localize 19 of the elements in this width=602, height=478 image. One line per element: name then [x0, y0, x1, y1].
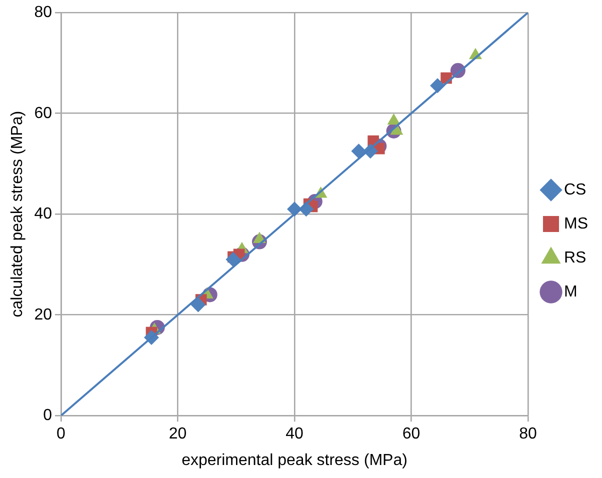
- x-tick-label: 40: [286, 426, 304, 443]
- y-tick-label: 40: [34, 206, 52, 223]
- point: [190, 297, 206, 312]
- y-tick-label: 60: [34, 104, 52, 122]
- point: [226, 252, 241, 267]
- y-tick-label: 0: [43, 407, 52, 424]
- point: [351, 144, 366, 159]
- legend-label: RS: [564, 249, 586, 266]
- y-tick-label: 20: [34, 306, 52, 324]
- x-tick-label: 0: [56, 426, 66, 443]
- legend-label: MS: [564, 215, 588, 232]
- y-axis-title: calculated peak stress (MPa): [9, 110, 26, 318]
- y-tick-label: 80: [34, 4, 52, 22]
- x-tick-label: 20: [168, 426, 187, 443]
- x-tick-label: 60: [402, 426, 420, 443]
- legend-label: M: [564, 283, 578, 300]
- legend-label: CS: [564, 181, 586, 198]
- x-axis-title: experimental peak stress (MPa): [182, 452, 408, 469]
- x-tick-label: 80: [519, 426, 537, 443]
